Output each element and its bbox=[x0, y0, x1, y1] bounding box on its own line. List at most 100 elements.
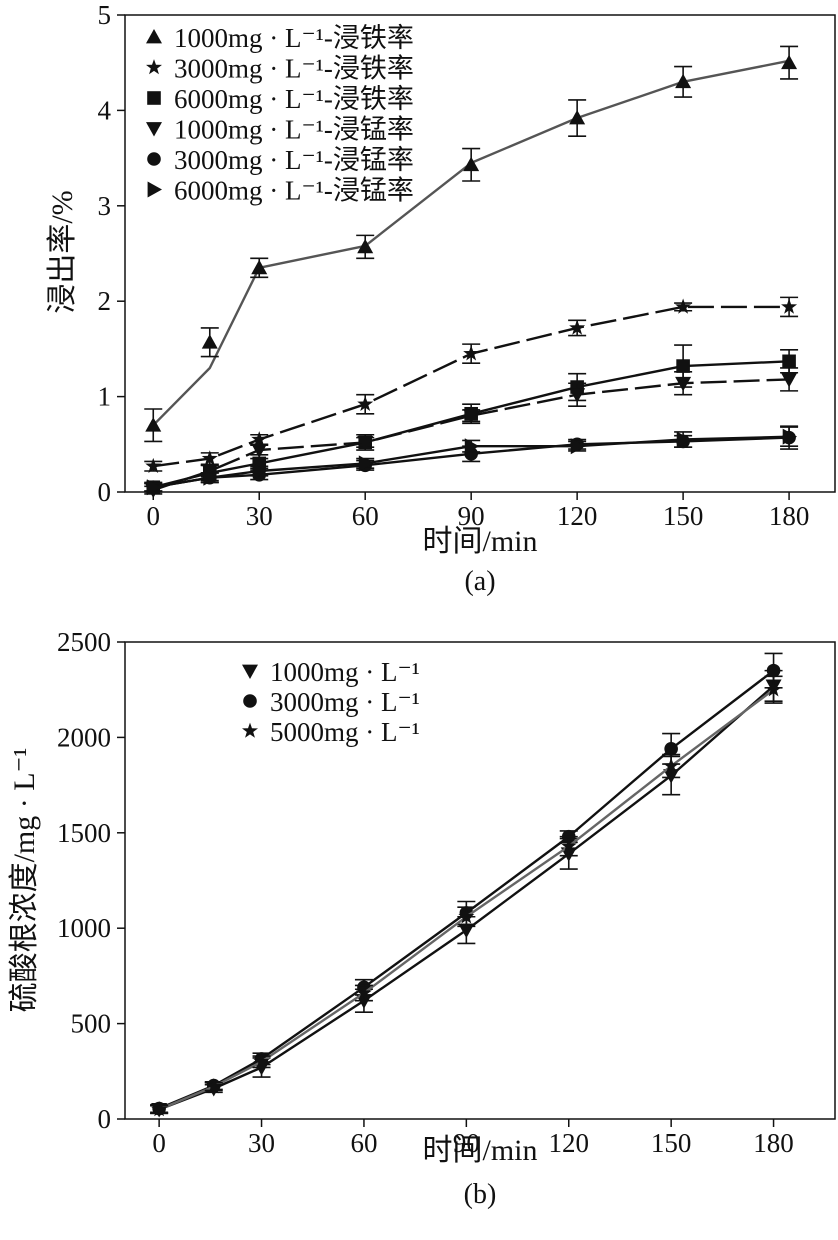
chart-b-data-point bbox=[205, 1078, 222, 1094]
chart-a-legend-marker bbox=[147, 181, 162, 198]
chart-a-x-tick-label: 60 bbox=[352, 501, 379, 531]
chart-a-data-point bbox=[357, 435, 374, 451]
chart-a-x-tick-label: 180 bbox=[769, 501, 810, 531]
chart-a-data-point bbox=[569, 110, 586, 125]
chart-a-data-point bbox=[782, 428, 798, 445]
chart-a-data-point bbox=[357, 395, 374, 412]
chart-a-legend-marker bbox=[146, 29, 162, 44]
chart-a-data-point bbox=[251, 259, 268, 275]
chart-b-legend-marker bbox=[242, 664, 258, 679]
chart-b-data-point bbox=[458, 923, 475, 939]
chart-b-y-tick-label: 0 bbox=[98, 1104, 112, 1134]
chart-b-y-tick-label: 2500 bbox=[57, 627, 111, 657]
chart-b-legend-label: 5000mg · L⁻¹ bbox=[270, 717, 420, 747]
chart-b-plot-frame bbox=[124, 641, 836, 1120]
chart-a-data-point bbox=[358, 455, 374, 472]
chart-b-panel-label: (b) bbox=[464, 1179, 497, 1210]
chart-b-data-point bbox=[560, 837, 577, 853]
chart-a-data-point bbox=[201, 450, 218, 466]
chart-a-data-point bbox=[781, 298, 798, 314]
chart-b-legend-label: 3000mg · L⁻¹ bbox=[270, 687, 420, 717]
chart-a-plot-frame bbox=[124, 14, 836, 493]
chart-a-data-point bbox=[145, 457, 162, 474]
chart-b-data-point bbox=[765, 681, 782, 697]
chart-b-x-tick-label: 120 bbox=[549, 1128, 590, 1158]
chart-a-legend-label: 1000mg · L⁻¹-浸锰率 bbox=[174, 115, 414, 145]
chart-a-data-point bbox=[569, 319, 586, 335]
chart-a-series-line bbox=[152, 378, 790, 492]
chart-a-y-tick-label: 5 bbox=[98, 0, 112, 30]
chart-a-series-line bbox=[152, 59, 790, 427]
chart-b-series-2 bbox=[150, 652, 783, 1116]
chart-a-axes: 0 30 60 90 120 150 180 0 1 2 3 4 5 bbox=[98, 0, 810, 531]
chart-a-legend-label: 6000mg · L⁻¹-浸铁率 bbox=[174, 84, 414, 114]
chart-a-data-point bbox=[357, 238, 374, 254]
chart-b-legend-marker bbox=[243, 694, 257, 708]
chart-b-legend-marker bbox=[242, 722, 258, 738]
chart-a-series-4 bbox=[144, 367, 799, 499]
chart-a-y-tick-label: 0 bbox=[98, 477, 112, 507]
chart-b-data-point bbox=[766, 663, 781, 678]
chart-b-x-tick-label: 60 bbox=[350, 1128, 377, 1158]
chart-b-series bbox=[150, 652, 783, 1118]
chart-b-y-tick-label: 1500 bbox=[57, 818, 111, 848]
chart-a-y-tick-label: 1 bbox=[98, 382, 112, 412]
chart-b-ylabel: 硫酸根浓度/mg · L⁻¹ bbox=[8, 748, 41, 1013]
chart-a-data-point bbox=[676, 431, 692, 448]
chart-a-series-line bbox=[153, 305, 790, 468]
chart-a-series-line bbox=[153, 360, 790, 489]
chart-a-y-tick-label: 4 bbox=[98, 95, 112, 125]
chart-a-series-2 bbox=[144, 296, 799, 474]
chart-a-data-point bbox=[675, 73, 692, 89]
chart-b-data-point bbox=[664, 742, 678, 756]
chart-b-data-point bbox=[253, 1053, 270, 1069]
chart-a-x-tick-label: 0 bbox=[147, 501, 161, 531]
chart-b-x-tick-label: 150 bbox=[651, 1128, 692, 1158]
chart-a-legend-marker bbox=[147, 152, 161, 166]
chart-b-data-point bbox=[151, 1101, 168, 1117]
chart-a-data-point bbox=[201, 334, 218, 349]
chart-a-data-point bbox=[463, 409, 480, 424]
chart-b-y-tick-label: 2000 bbox=[57, 722, 111, 752]
chart-a-series-6 bbox=[144, 426, 799, 496]
chart-a-panel-label: (a) bbox=[464, 566, 495, 597]
chart-a-data-point bbox=[145, 417, 162, 432]
chart-a-data-point bbox=[570, 438, 586, 455]
chart-a-series-1 bbox=[144, 45, 799, 443]
chart-b-x-tick-label: 30 bbox=[248, 1128, 275, 1158]
chart-a-ylabel: 浸出率/% bbox=[46, 190, 79, 313]
chart-a-data-point bbox=[781, 54, 798, 70]
chart-a-data-point bbox=[251, 443, 268, 459]
chart-a-legend-marker bbox=[147, 91, 161, 105]
chart-a-data-point bbox=[464, 438, 480, 455]
chart-a-series-line bbox=[153, 435, 790, 489]
chart-a-legend-marker bbox=[146, 59, 162, 75]
chart-b-y-tick-label: 1000 bbox=[57, 913, 111, 943]
chart-a-x-tick-label: 150 bbox=[663, 501, 704, 531]
chart-a-legend-label: 1000mg · L⁻¹-浸铁率 bbox=[174, 23, 414, 53]
chart-b-series-line bbox=[158, 688, 775, 1111]
chart-b-xlabel: 时间/min bbox=[422, 1134, 537, 1167]
chart-a-legend-marker bbox=[146, 122, 162, 137]
chart-b-legend-label: 1000mg · L⁻¹ bbox=[270, 657, 420, 687]
chart-a-legend-label: 3000mg · L⁻¹-浸锰率 bbox=[174, 145, 414, 175]
chart-b-series-line bbox=[158, 684, 775, 1111]
chart-a-x-tick-label: 30 bbox=[246, 501, 273, 531]
chart-b-data-point bbox=[355, 984, 372, 1000]
chart-b-series-3 bbox=[150, 675, 783, 1117]
chart-a-data-point bbox=[463, 345, 480, 361]
chart-b-data-point bbox=[458, 908, 475, 924]
chart-a-data-point bbox=[676, 359, 690, 373]
chart-a-xlabel: 时间/min bbox=[422, 525, 537, 558]
chart-b-series-line bbox=[158, 669, 775, 1110]
chart-b-data-point bbox=[663, 757, 680, 773]
chart-a-data-point bbox=[782, 354, 796, 369]
chart-a-data-point bbox=[675, 376, 692, 392]
chart-a-x-tick-label: 90 bbox=[458, 501, 485, 531]
chart-a-data-point bbox=[675, 298, 692, 314]
chart-a-data-point bbox=[569, 388, 586, 403]
